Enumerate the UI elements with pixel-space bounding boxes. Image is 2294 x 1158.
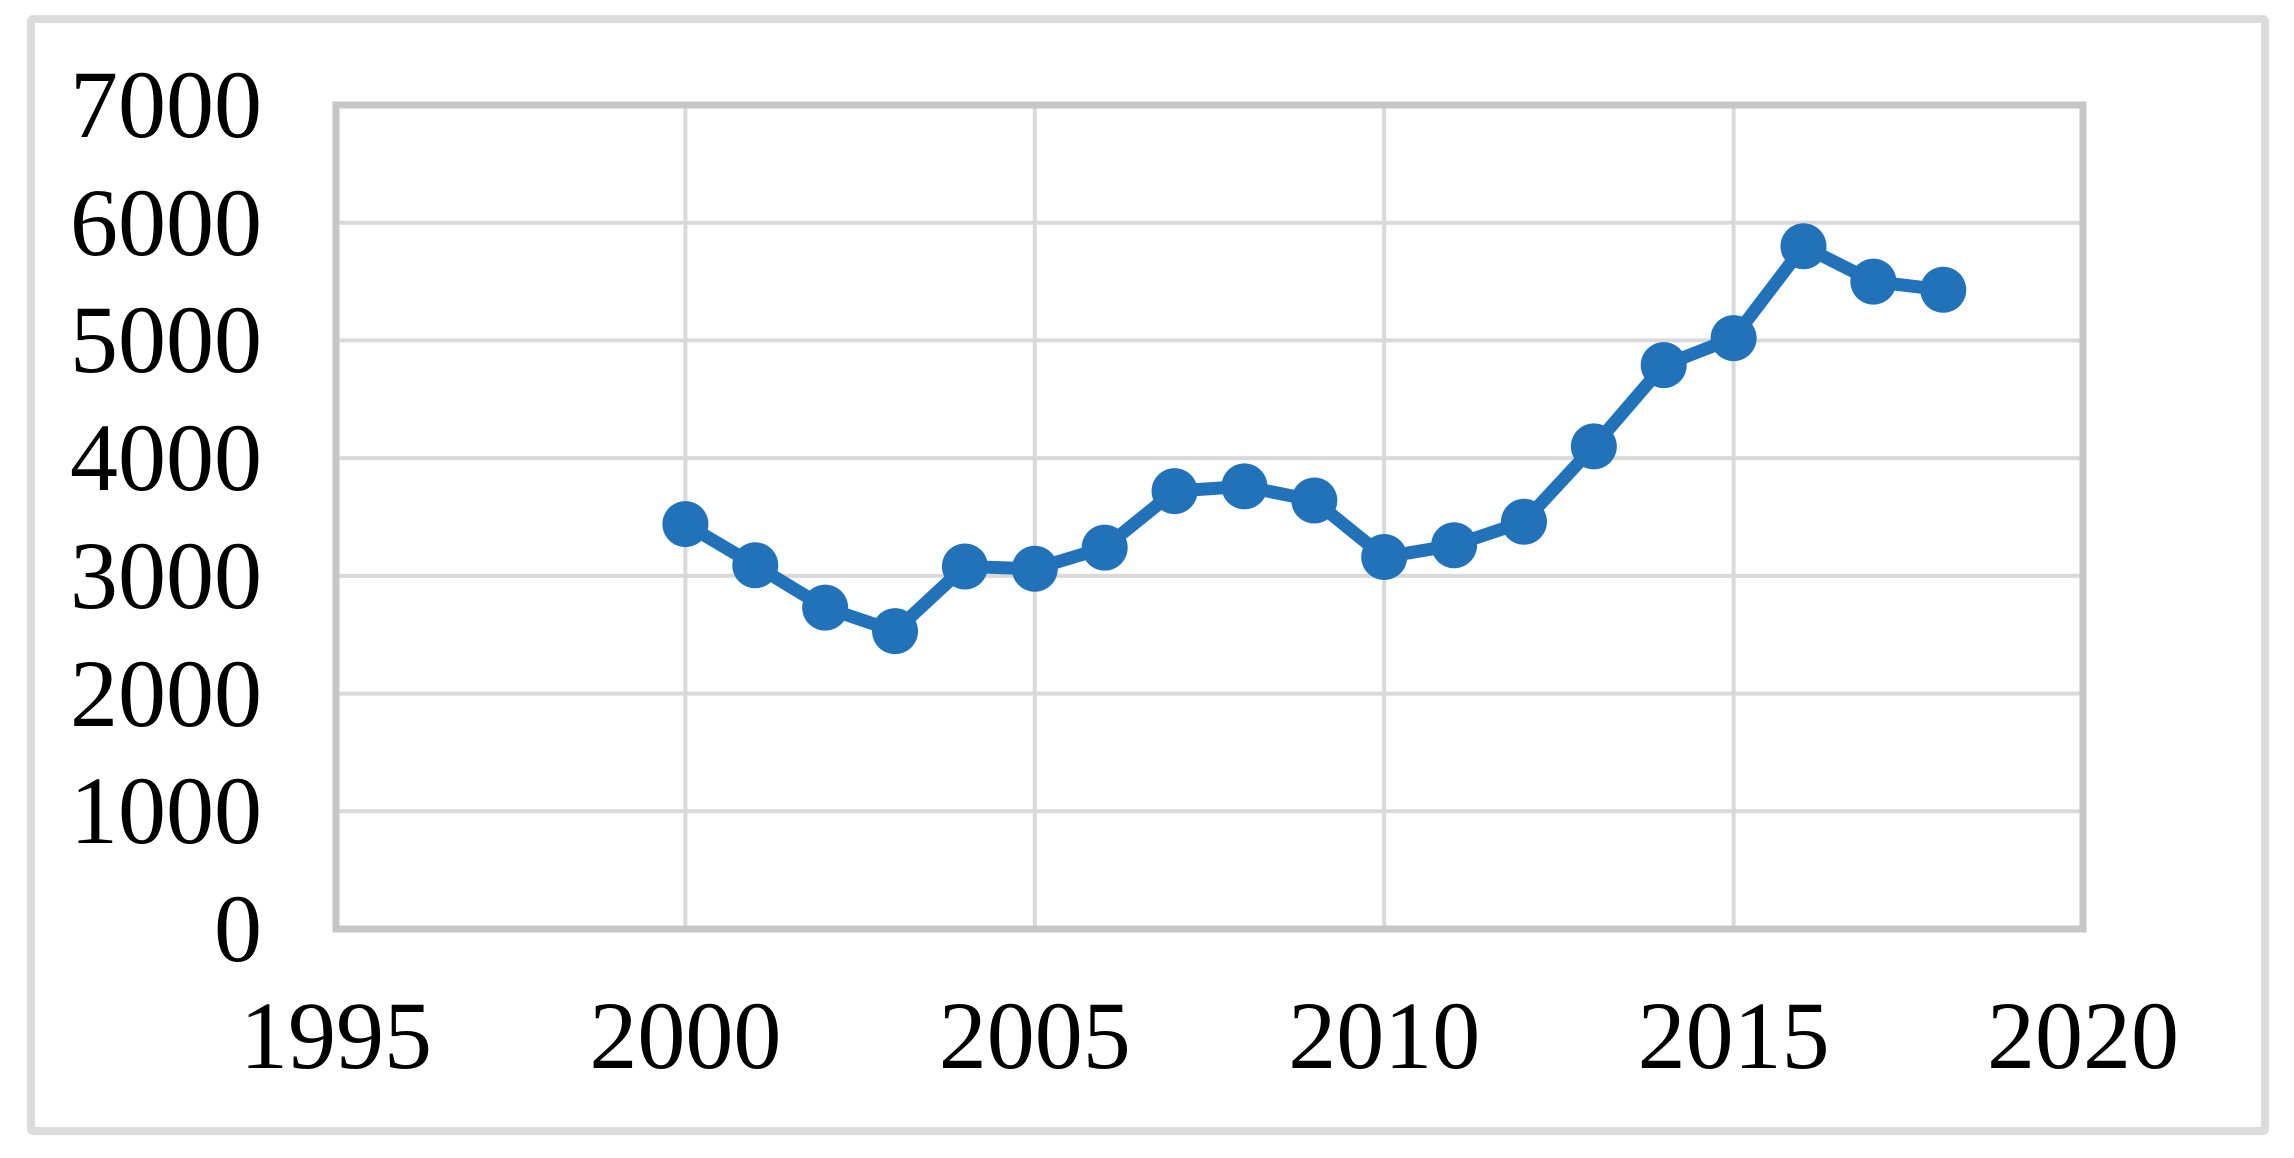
series-polyline xyxy=(678,239,1950,638)
data-point-2009 xyxy=(1291,477,1338,524)
x-tick-label: 2005 xyxy=(938,982,1131,1089)
x-tick-label: 2015 xyxy=(1637,982,1830,1089)
y-tick-label: 4000 xyxy=(70,404,262,512)
data-point-2011 xyxy=(1431,522,1478,569)
data-point-2016 xyxy=(1780,223,1827,270)
plot-area-border xyxy=(332,101,2087,933)
y-tick-label: 0 xyxy=(214,875,262,982)
x-tick-label: 2000 xyxy=(589,982,782,1089)
y-tick-label: 5000 xyxy=(70,286,262,394)
data-point-2000 xyxy=(662,501,709,548)
x-tick-label: 2010 xyxy=(1288,982,1481,1089)
data-point-2007 xyxy=(1151,468,1198,515)
y-tick-label: 3000 xyxy=(70,521,262,629)
data-point-2008 xyxy=(1221,463,1268,510)
data-point-2017 xyxy=(1850,258,1897,305)
data-series-line xyxy=(678,239,1950,638)
y-tick-label: 7000 xyxy=(70,51,262,158)
y-tick-label: 6000 xyxy=(70,168,262,276)
x-tick-label: 2020 xyxy=(1987,982,2179,1089)
x-tick-label: 1995 xyxy=(240,982,432,1089)
data-point-2013 xyxy=(1570,423,1617,470)
data-point-2006 xyxy=(1081,524,1128,571)
y-tick-label: 1000 xyxy=(70,757,262,865)
data-point-2012 xyxy=(1500,498,1547,545)
y-tick-label: 2000 xyxy=(70,639,262,747)
data-point-2014 xyxy=(1640,342,1687,389)
data-point-2002 xyxy=(802,584,849,631)
data-point-2015 xyxy=(1710,315,1757,362)
data-point-2010 xyxy=(1361,534,1408,581)
gridlines xyxy=(336,105,2083,929)
data-point-2001 xyxy=(732,542,779,589)
data-point-2005 xyxy=(1011,545,1058,592)
data-point-markers xyxy=(662,223,1967,655)
data-point-2018 xyxy=(1920,266,1967,313)
data-point-2003 xyxy=(872,608,919,655)
data-point-2004 xyxy=(941,543,988,590)
